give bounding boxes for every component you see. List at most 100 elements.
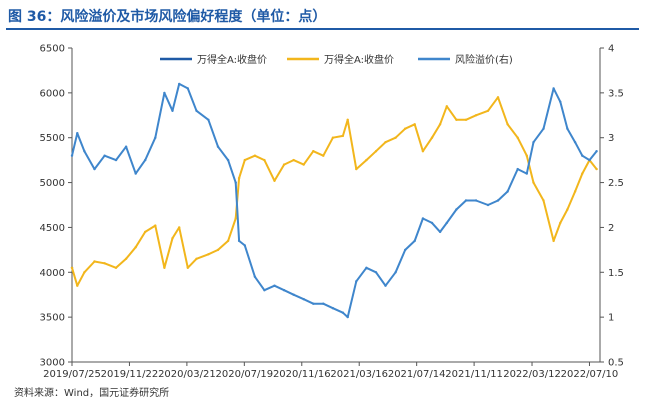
series-2-point <box>464 118 468 122</box>
series-3-point <box>226 158 230 162</box>
y-right-tick-label: 1.5 <box>608 268 624 279</box>
series-2-point <box>124 257 128 260</box>
series-3-point <box>581 154 584 157</box>
x-tick-label: 2020/11/16 <box>273 369 331 380</box>
legend-label-1: 万得全A:收盘价 <box>197 53 267 66</box>
series-2-point <box>134 246 137 249</box>
series-3-point <box>455 208 458 211</box>
series-2-point <box>421 150 425 153</box>
series-2-point <box>263 158 266 162</box>
series-2-point <box>525 154 528 157</box>
series-3-point <box>474 199 478 202</box>
series-3-point <box>144 158 147 162</box>
series-2-point <box>581 172 584 175</box>
series-3-point <box>114 158 118 162</box>
source-note: 资料来源：Wind，国元证券研究所 <box>14 388 170 399</box>
title-divider <box>6 28 639 30</box>
series-2-point <box>384 141 387 144</box>
series-2-point <box>282 163 286 166</box>
series-3-point <box>103 154 106 157</box>
series-2-point <box>243 158 246 162</box>
x-tick-label: 2021/11/11 <box>445 369 503 380</box>
series-3-point <box>496 199 500 202</box>
series-2-point <box>312 150 315 153</box>
y-left-tick-label: 3500 <box>40 313 65 324</box>
x-tick-label: 2019/07/25 <box>43 369 101 380</box>
series-3-point <box>195 109 198 113</box>
series-3-point <box>331 307 335 310</box>
series-2-point <box>178 226 181 229</box>
series-2-point <box>341 134 345 138</box>
series-2-point <box>365 158 368 162</box>
y-right-tick-label: 3 <box>608 133 614 144</box>
series-3-point <box>552 87 555 90</box>
series-2-point <box>438 123 442 126</box>
series-2-point <box>186 266 189 269</box>
series-2-point <box>474 114 478 117</box>
y-right-tick-label: 4 <box>608 44 614 55</box>
series-2-point <box>76 284 79 287</box>
series-2-point <box>516 136 519 139</box>
series-3-point <box>273 284 276 287</box>
y-left-tick-label: 5500 <box>40 133 65 144</box>
series-line-3 <box>71 82 598 319</box>
x-tick-label: 2019/11/22 <box>101 369 159 380</box>
series-3-point <box>346 315 349 319</box>
series-2-point <box>207 253 210 256</box>
series-2-point <box>93 260 96 263</box>
series-3-point <box>464 199 468 202</box>
series-3-point <box>322 302 325 305</box>
series-2-point <box>355 167 358 171</box>
y-left-tick-label: 6000 <box>40 88 65 99</box>
series-3-point <box>263 289 266 292</box>
series-2-point <box>404 127 407 130</box>
series-3-point <box>302 298 305 301</box>
series-2-point <box>346 118 349 122</box>
series-2-point <box>413 123 416 126</box>
y-left-tick-label: 4000 <box>40 268 65 279</box>
legend-label-3: 风险溢价(右) <box>455 53 513 66</box>
series-3-point <box>70 154 74 157</box>
series-3-point <box>292 293 295 296</box>
series-2-point <box>394 136 397 139</box>
series-2-point <box>273 179 276 182</box>
series-2-point <box>70 266 74 269</box>
series-3-point <box>124 145 128 148</box>
series-2-point <box>234 217 237 220</box>
series-2-point <box>552 239 555 243</box>
series-3-point <box>486 203 490 207</box>
series-3-point <box>134 172 137 175</box>
series-3-point <box>243 244 246 247</box>
series-3-point <box>355 280 358 283</box>
y-left-tick-label: 5000 <box>40 178 65 189</box>
y-right-tick-label: 2 <box>608 223 614 234</box>
y-right-tick-label: 1 <box>608 313 614 324</box>
series-2-point <box>542 199 545 202</box>
series-3-point <box>516 167 519 171</box>
series-2-point <box>430 136 434 139</box>
series-3-point <box>253 275 257 278</box>
series-3-point <box>312 302 315 305</box>
series-2-point <box>302 163 305 166</box>
series-2-point <box>573 190 577 193</box>
series-2-point <box>237 176 241 180</box>
series-3-point <box>365 266 368 269</box>
series-3-point <box>438 230 442 234</box>
series-3-point <box>404 248 407 252</box>
y-right-tick-label: 0.5 <box>608 358 624 369</box>
x-tick-label: 2020/07/19 <box>216 369 274 380</box>
series-3-point <box>234 181 237 184</box>
series-3-point <box>430 221 434 225</box>
x-tick-label: 2021/03/16 <box>330 369 388 380</box>
series-2-point <box>226 239 230 243</box>
series-3-point <box>525 172 528 175</box>
series-3-point <box>445 221 448 225</box>
series-3-point <box>506 190 509 193</box>
series-2-point <box>322 154 325 157</box>
series-3-point <box>163 91 166 95</box>
series-2-point <box>103 262 106 265</box>
series-3-point <box>186 87 189 90</box>
series-2-point <box>253 154 257 157</box>
x-tick-label: 2021/07/14 <box>388 369 446 380</box>
